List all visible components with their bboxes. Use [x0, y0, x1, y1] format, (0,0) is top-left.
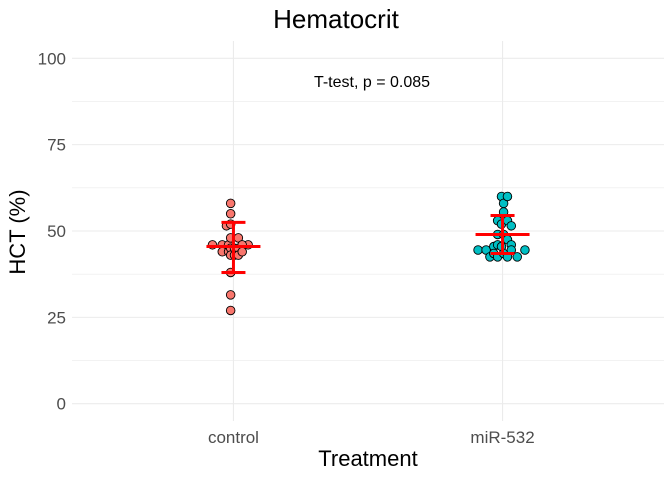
data-point: [506, 221, 517, 231]
data-point: [225, 305, 236, 316]
data-point: [512, 252, 522, 262]
y-tick-label: 50: [47, 222, 66, 241]
data-point: [225, 290, 236, 300]
data-point: [225, 198, 236, 209]
summary-layer: [206, 213, 530, 274]
y-tick-label: 0: [57, 395, 66, 414]
x-tick-labels: control miR-532: [208, 428, 535, 447]
grid-layer: [72, 41, 664, 421]
points-layer: [207, 191, 530, 316]
data-point: [225, 208, 236, 219]
y-tick-labels: 0 25 50 75 100: [38, 49, 66, 413]
y-tick-label: 100: [38, 49, 66, 68]
x-axis-label: Treatment: [318, 446, 418, 471]
data-point: [502, 191, 513, 202]
t-test-annotation: T-test, p = 0.085: [313, 74, 431, 91]
chart-title: Hematocrit: [273, 4, 399, 34]
data-point: [520, 245, 530, 255]
x-tick-label: control: [208, 428, 259, 447]
y-tick-label: 75: [47, 136, 66, 155]
x-tick-label: miR-532: [470, 428, 534, 447]
y-tick-label: 25: [47, 308, 66, 327]
data-point: [237, 246, 247, 257]
data-point: [473, 245, 483, 255]
